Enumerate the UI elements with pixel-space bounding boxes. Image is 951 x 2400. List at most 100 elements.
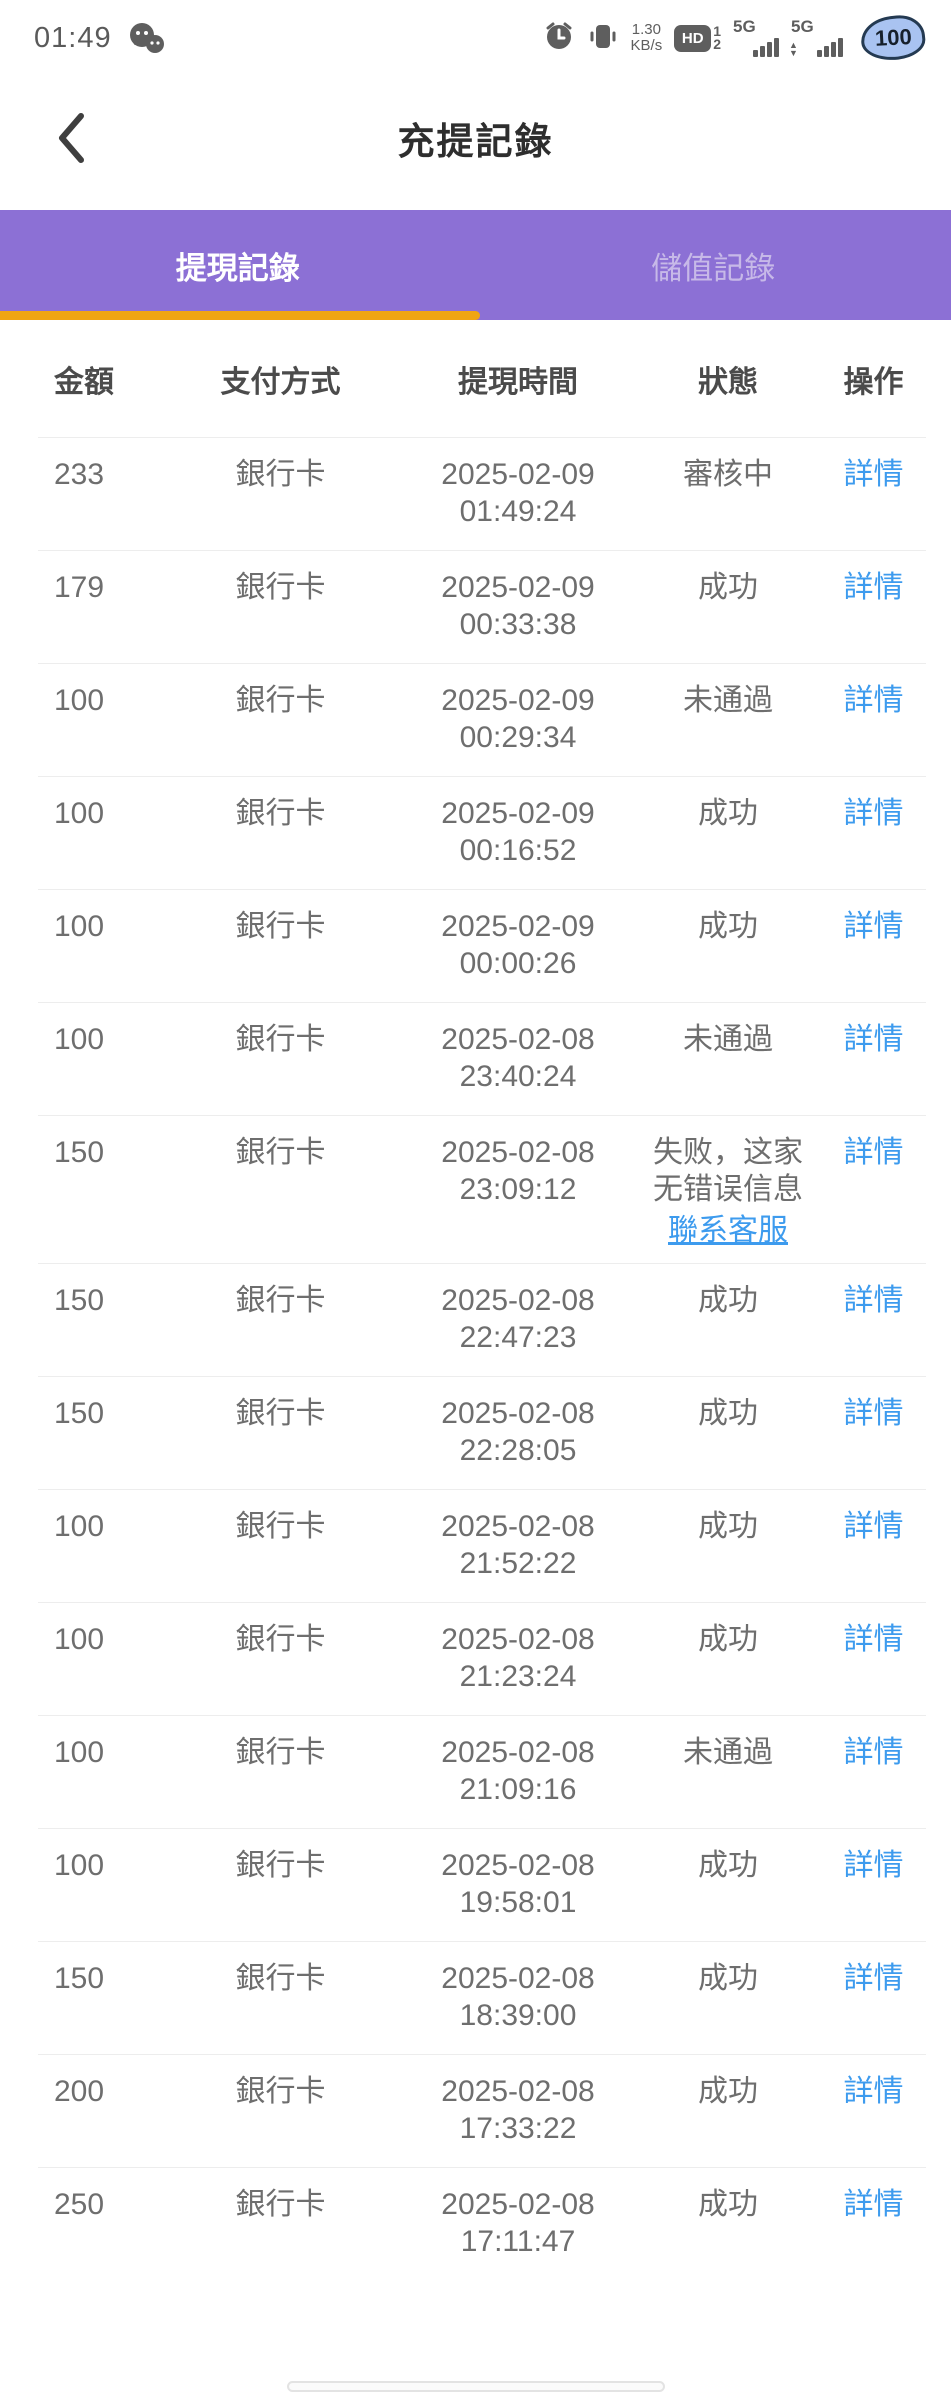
table-row: 100 銀行卡 2025-02-09 00:00:26 成功 詳情 xyxy=(0,889,951,1002)
status-text: 未通過 xyxy=(683,1736,773,1769)
withdraw-time-cell: 2025-02-08 19:58:01 xyxy=(398,1847,638,1927)
date-text: 2025-02-09 xyxy=(441,458,595,491)
time-text: 18:39:00 xyxy=(459,1999,577,2032)
withdraw-time-cell: 2025-02-08 22:47:23 xyxy=(398,1282,638,1362)
table-row: 100 銀行卡 2025-02-08 23:40:24 未通過 詳情 xyxy=(0,1002,951,1115)
col-header-status: 狀態 xyxy=(698,365,758,399)
withdraw-time-cell: 2025-02-09 00:33:38 xyxy=(398,569,638,649)
detail-link[interactable]: 詳情 xyxy=(843,2075,904,2108)
method-cell: 銀行卡 xyxy=(235,684,326,717)
detail-link[interactable]: 詳情 xyxy=(843,1136,904,1169)
network-speed-value: 1.30 xyxy=(631,21,661,38)
status-cell: 成功 xyxy=(638,1960,818,2040)
status-text: 審核中 xyxy=(683,458,773,491)
battery-percent: 100 xyxy=(873,24,912,51)
withdraw-time-cell: 2025-02-08 23:09:12 xyxy=(398,1134,638,1249)
detail-link[interactable]: 詳情 xyxy=(843,1849,904,1882)
action-cell: 詳情 xyxy=(818,1395,929,1475)
method-cell: 銀行卡 xyxy=(235,1284,326,1317)
status-text: 成功 xyxy=(698,2188,758,2221)
detail-link[interactable]: 詳情 xyxy=(843,2188,904,2221)
status-cell: 審核中 xyxy=(638,456,818,536)
method-cell: 銀行卡 xyxy=(235,797,326,830)
time-text: 00:16:52 xyxy=(459,834,577,867)
signal-sim2-icon: 5G ▲ ▼ xyxy=(789,17,843,59)
date-text: 2025-02-08 xyxy=(441,1962,595,1995)
detail-link[interactable]: 詳情 xyxy=(843,1962,904,1995)
action-cell: 詳情 xyxy=(818,1021,929,1101)
action-cell: 詳情 xyxy=(818,1960,929,2040)
date-text: 2025-02-08 xyxy=(441,1623,595,1656)
hd-badge: HD xyxy=(674,24,712,52)
status-cell: 成功 xyxy=(638,569,818,649)
method-cell: 銀行卡 xyxy=(235,1736,326,1769)
amount-cell: 233 xyxy=(54,458,105,491)
action-cell: 詳情 xyxy=(818,1282,929,1362)
amount-cell: 150 xyxy=(54,1962,105,1995)
date-text: 2025-02-09 xyxy=(441,571,595,604)
alarm-icon xyxy=(543,20,575,57)
time-text: 00:33:38 xyxy=(459,608,577,641)
status-text: 成功 xyxy=(698,1962,758,1995)
detail-link[interactable]: 詳情 xyxy=(843,1023,904,1056)
detail-link[interactable]: 詳情 xyxy=(843,458,904,491)
method-cell: 銀行卡 xyxy=(235,1510,326,1543)
wechat-notification-icon xyxy=(128,22,164,54)
date-text: 2025-02-08 xyxy=(441,1849,595,1882)
table-row: 100 銀行卡 2025-02-08 21:09:16 未通過 詳情 xyxy=(0,1715,951,1828)
home-indicator-handle[interactable] xyxy=(286,2381,665,2392)
amount-cell: 179 xyxy=(54,571,105,604)
date-text: 2025-02-08 xyxy=(441,2075,595,2108)
status-text: 失败，这家无错误信息 xyxy=(653,1136,803,1206)
detail-link[interactable]: 詳情 xyxy=(843,1623,904,1656)
action-cell: 詳情 xyxy=(818,1508,929,1588)
hd-voice-icon: HD 1 2 xyxy=(674,24,721,52)
action-cell: 詳情 xyxy=(818,1734,929,1814)
time-text: 21:52:22 xyxy=(459,1547,577,1580)
detail-link[interactable]: 詳情 xyxy=(843,1284,904,1317)
tab-deposit-records[interactable]: 儲值記錄 xyxy=(651,250,776,286)
time-text: 22:28:05 xyxy=(459,1434,577,1467)
method-cell: 銀行卡 xyxy=(235,1623,326,1656)
amount-cell: 150 xyxy=(54,1136,105,1169)
active-tab-underline xyxy=(0,311,480,320)
detail-link[interactable]: 詳情 xyxy=(843,684,904,717)
clock-text: 01:49 xyxy=(34,21,112,54)
withdraw-time-cell: 2025-02-08 21:23:24 xyxy=(398,1621,638,1701)
withdraw-time-cell: 2025-02-09 00:29:34 xyxy=(398,682,638,762)
detail-link[interactable]: 詳情 xyxy=(843,797,904,830)
network-type-sim1: 5G xyxy=(733,17,756,36)
back-button[interactable] xyxy=(48,108,94,168)
tab-bar: 提現記錄 儲值記錄 xyxy=(0,210,951,320)
detail-link[interactable]: 詳情 xyxy=(843,1397,904,1430)
status-cell: 未通過 xyxy=(638,1734,818,1814)
status-text: 成功 xyxy=(698,1510,758,1543)
action-cell: 詳情 xyxy=(818,2073,929,2153)
detail-link[interactable]: 詳情 xyxy=(843,910,904,943)
amount-cell: 250 xyxy=(54,2188,105,2221)
amount-cell: 100 xyxy=(54,1736,105,1769)
tab-withdraw-records[interactable]: 提現記錄 xyxy=(175,250,300,286)
table-row: 100 銀行卡 2025-02-09 00:29:34 未通過 詳情 xyxy=(0,663,951,776)
status-cell: 失败，这家无错误信息 聯系客服 xyxy=(638,1134,818,1249)
method-cell: 銀行卡 xyxy=(235,2075,326,2108)
detail-link[interactable]: 詳情 xyxy=(843,1510,904,1543)
sim2-number: 2 xyxy=(713,36,721,52)
withdraw-time-cell: 2025-02-09 00:16:52 xyxy=(398,795,638,875)
date-text: 2025-02-08 xyxy=(441,1023,595,1056)
status-cell: 成功 xyxy=(638,908,818,988)
method-cell: 銀行卡 xyxy=(235,1962,326,1995)
detail-link[interactable]: 詳情 xyxy=(843,1736,904,1769)
table-row: 150 銀行卡 2025-02-08 18:39:00 成功 詳情 xyxy=(0,1941,951,2054)
table-row: 150 銀行卡 2025-02-08 23:09:12 失败，这家无错误信息 聯… xyxy=(0,1115,951,1263)
table-row: 150 銀行卡 2025-02-08 22:47:23 成功 詳情 xyxy=(0,1263,951,1376)
table-row: 179 銀行卡 2025-02-09 00:33:38 成功 詳情 xyxy=(0,550,951,663)
contact-support-link[interactable]: 聯系客服 xyxy=(668,1214,788,1247)
date-text: 2025-02-09 xyxy=(441,910,595,943)
amount-cell: 100 xyxy=(54,1023,105,1056)
status-cell: 成功 xyxy=(638,795,818,875)
amount-cell: 200 xyxy=(54,2075,105,2108)
signal-bars-icon xyxy=(817,38,843,57)
detail-link[interactable]: 詳情 xyxy=(843,571,904,604)
status-cell: 未通過 xyxy=(638,682,818,762)
